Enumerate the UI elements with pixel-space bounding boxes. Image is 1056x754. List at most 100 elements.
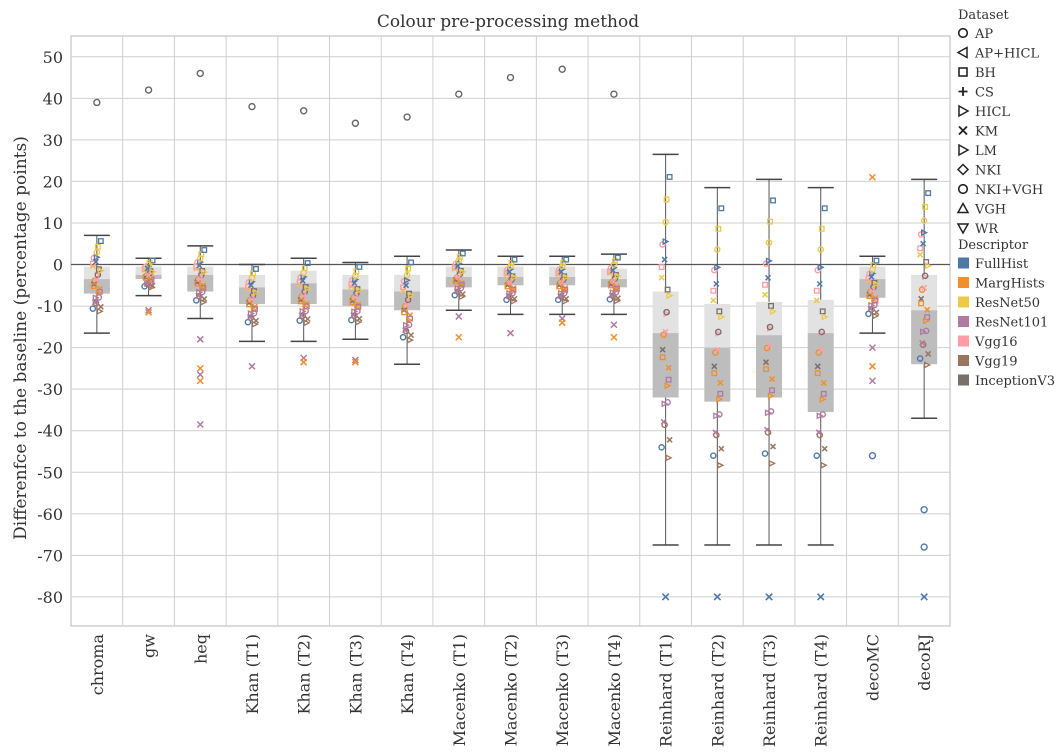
data-point bbox=[509, 287, 517, 295]
x-tick-label: Macenko (T4) bbox=[605, 634, 624, 746]
legend-dataset-label: AP bbox=[974, 27, 993, 42]
data-point bbox=[766, 323, 774, 331]
x-tick-label: Macenko (T1) bbox=[450, 634, 469, 746]
y-axis-label: Differenfce to the baseline (percentage … bbox=[11, 136, 31, 540]
data-point bbox=[664, 398, 671, 406]
data-point bbox=[770, 197, 776, 204]
data-point bbox=[820, 461, 828, 469]
data-point bbox=[459, 250, 466, 257]
data-point bbox=[818, 328, 826, 336]
data-point bbox=[813, 452, 821, 459]
outlier-point bbox=[196, 69, 204, 78]
outlier-point bbox=[196, 335, 204, 343]
data-point bbox=[713, 280, 720, 287]
data-point bbox=[613, 297, 621, 305]
data-point bbox=[454, 263, 461, 270]
data-point bbox=[717, 461, 725, 469]
x-tick-label: decoMC bbox=[863, 634, 882, 701]
outlier-point bbox=[351, 358, 359, 366]
data-point bbox=[663, 308, 670, 316]
x-tick-label: gw bbox=[140, 634, 159, 658]
data-point bbox=[403, 276, 412, 284]
y-tick-label: -20 bbox=[37, 339, 63, 358]
data-point bbox=[716, 395, 724, 403]
data-point bbox=[90, 283, 97, 290]
data-point bbox=[717, 390, 724, 397]
data-point bbox=[199, 285, 207, 293]
data-point bbox=[762, 281, 768, 288]
outlier-point bbox=[455, 90, 463, 98]
data-point bbox=[711, 363, 718, 370]
data-point bbox=[761, 450, 769, 457]
data-point bbox=[819, 411, 827, 418]
data-point bbox=[814, 370, 821, 377]
data-point bbox=[96, 307, 104, 315]
data-point bbox=[660, 418, 667, 425]
data-point bbox=[511, 273, 519, 281]
legend-descriptor-label: ResNet101 bbox=[975, 316, 1048, 331]
data-point bbox=[869, 288, 876, 295]
data-point bbox=[304, 284, 312, 292]
data-point bbox=[821, 313, 829, 321]
x-tick-label: Reinhard (T4) bbox=[812, 634, 831, 747]
outlier-point bbox=[920, 593, 928, 601]
data-point bbox=[818, 225, 825, 232]
data-point bbox=[197, 275, 204, 282]
data-point bbox=[246, 301, 252, 308]
data-point bbox=[509, 289, 516, 297]
outlier-point bbox=[610, 333, 618, 341]
data-point bbox=[710, 297, 717, 304]
data-point bbox=[919, 339, 926, 346]
data-point bbox=[665, 454, 673, 462]
data-point bbox=[248, 274, 256, 282]
y-tick-label: -10 bbox=[37, 297, 63, 316]
data-point bbox=[452, 278, 459, 285]
data-point bbox=[298, 312, 305, 319]
outlier-point bbox=[351, 356, 359, 364]
data-point bbox=[819, 395, 827, 403]
legend-marker-vgh bbox=[956, 201, 970, 214]
data-point bbox=[614, 272, 622, 280]
outlier-point bbox=[299, 107, 308, 115]
outlier-point bbox=[868, 451, 877, 460]
data-point bbox=[507, 262, 514, 270]
data-point bbox=[408, 332, 415, 339]
data-point bbox=[511, 256, 518, 263]
box-lower-half bbox=[394, 291, 421, 311]
x-tick-label: Reinhard (T1) bbox=[657, 634, 676, 747]
data-point bbox=[299, 277, 306, 284]
data-point bbox=[718, 445, 725, 452]
legend-descriptor-label: InceptionV3 bbox=[975, 374, 1055, 389]
data-point bbox=[658, 264, 665, 271]
outlier-point bbox=[196, 364, 204, 372]
data-point bbox=[768, 302, 774, 309]
legend-dataset-label: LM bbox=[975, 144, 997, 159]
data-point bbox=[817, 346, 824, 353]
data-point bbox=[194, 280, 201, 287]
data-point bbox=[813, 297, 820, 304]
data-point bbox=[872, 312, 880, 320]
legend-marker-lm bbox=[958, 143, 970, 157]
outlier-point bbox=[351, 119, 360, 127]
data-point bbox=[458, 293, 466, 301]
data-point bbox=[924, 306, 931, 313]
data-point bbox=[814, 363, 821, 370]
data-point bbox=[765, 239, 773, 246]
data-point bbox=[718, 313, 726, 321]
data-point bbox=[456, 253, 463, 260]
data-point bbox=[614, 254, 621, 261]
data-point bbox=[920, 217, 928, 224]
outlier-point bbox=[558, 65, 566, 73]
outlier-point bbox=[144, 86, 153, 94]
legend-descriptor-label: ResNet50 bbox=[975, 296, 1040, 311]
data-point bbox=[658, 444, 665, 451]
data-point bbox=[869, 266, 876, 273]
data-point bbox=[821, 205, 828, 212]
outlier-point bbox=[93, 98, 101, 107]
outlier-point bbox=[816, 593, 825, 601]
data-point bbox=[559, 279, 566, 286]
data-point bbox=[714, 346, 721, 353]
data-point bbox=[251, 320, 259, 328]
y-tick-label: 0 bbox=[53, 256, 63, 275]
